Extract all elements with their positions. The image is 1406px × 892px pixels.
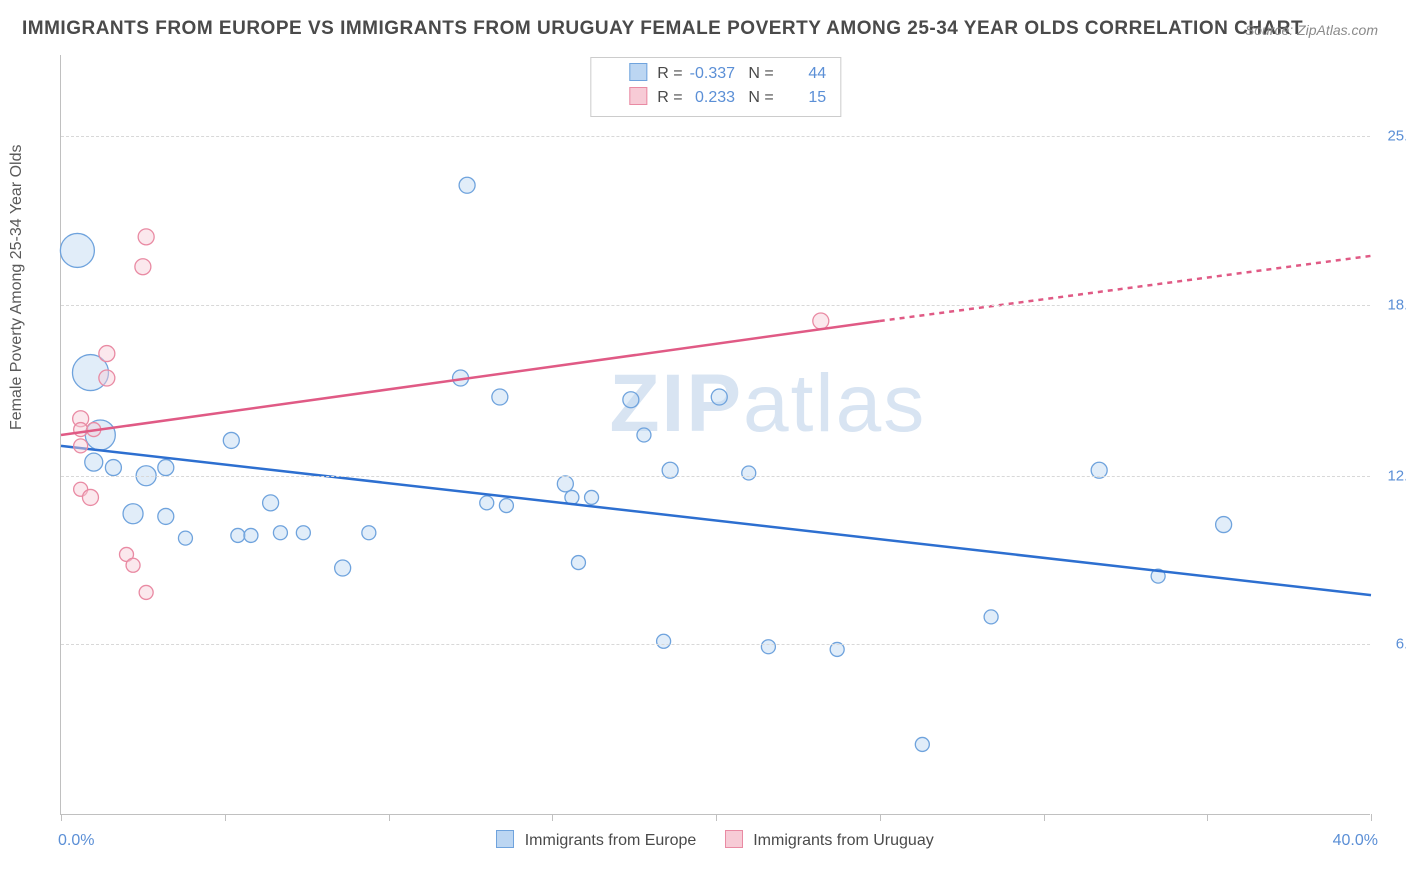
data-point	[335, 560, 351, 576]
data-point	[1216, 517, 1232, 533]
data-point	[135, 259, 151, 275]
data-point	[263, 495, 279, 511]
data-point	[126, 558, 140, 572]
data-point	[296, 526, 310, 540]
data-point	[915, 737, 929, 751]
data-point	[657, 634, 671, 648]
x-tick	[225, 814, 226, 821]
y-tick-label: 25.0%	[1375, 128, 1406, 145]
data-point	[711, 389, 727, 405]
y-tick-label: 6.3%	[1375, 636, 1406, 653]
legend-swatch-uruguay	[629, 87, 647, 105]
x-tick	[552, 814, 553, 821]
x-tick	[389, 814, 390, 821]
bottom-legend: Immigrants from Europe Immigrants from U…	[0, 830, 1406, 850]
x-tick	[61, 814, 62, 821]
data-point	[742, 466, 756, 480]
data-point	[492, 389, 508, 405]
n-value-uruguay: 15	[778, 86, 826, 110]
data-point	[223, 432, 239, 448]
data-point	[585, 490, 599, 504]
data-point	[459, 177, 475, 193]
data-point	[273, 526, 287, 540]
legend-row-europe: R = -0.337 N = 44	[605, 62, 826, 86]
data-point	[571, 556, 585, 570]
n-value-europe: 44	[778, 62, 826, 86]
data-point	[158, 460, 174, 476]
data-point	[123, 504, 143, 524]
data-point	[623, 392, 639, 408]
correlation-legend: R = -0.337 N = 44 R = 0.233 N = 15	[590, 57, 841, 117]
data-point	[557, 476, 573, 492]
x-tick	[1044, 814, 1045, 821]
gridline	[61, 644, 1370, 645]
plot-area: ZIPatlas R = -0.337 N = 44 R = 0.233 N =…	[60, 55, 1370, 815]
x-tick	[716, 814, 717, 821]
gridline	[61, 476, 1370, 477]
data-point	[99, 370, 115, 386]
y-axis-label: Female Poverty Among 25-34 Year Olds	[8, 145, 26, 431]
legend-swatch-europe-bottom	[496, 830, 514, 848]
trend-line	[61, 446, 1371, 595]
data-point	[480, 496, 494, 510]
trend-line	[61, 321, 880, 435]
legend-label-uruguay: Immigrants from Uruguay	[753, 832, 934, 849]
scatter-svg	[61, 55, 1371, 815]
y-tick-label: 12.5%	[1375, 467, 1406, 484]
data-point	[158, 508, 174, 524]
trend-line-extension	[880, 256, 1371, 321]
r-value-europe: -0.337	[687, 62, 735, 86]
legend-swatch-europe	[629, 63, 647, 81]
gridline	[61, 136, 1370, 137]
data-point	[139, 585, 153, 599]
x-tick	[1371, 814, 1372, 821]
data-point	[99, 346, 115, 362]
data-point	[362, 526, 376, 540]
data-point	[637, 428, 651, 442]
data-point	[85, 453, 103, 471]
data-point	[178, 531, 192, 545]
x-tick	[880, 814, 881, 821]
data-point	[499, 499, 513, 513]
data-point	[813, 313, 829, 329]
data-point	[231, 528, 245, 542]
y-tick-label: 18.8%	[1375, 296, 1406, 313]
gridline	[61, 305, 1370, 306]
data-point	[82, 489, 98, 505]
data-point	[74, 439, 88, 453]
data-point	[74, 423, 88, 437]
data-point	[60, 233, 94, 267]
chart-title: IMMIGRANTS FROM EUROPE VS IMMIGRANTS FRO…	[22, 18, 1303, 40]
data-point	[761, 640, 775, 654]
data-point	[244, 528, 258, 542]
source-attribution: Source: ZipAtlas.com	[1245, 22, 1378, 38]
data-point	[984, 610, 998, 624]
data-point	[105, 460, 121, 476]
legend-swatch-uruguay-bottom	[725, 830, 743, 848]
x-tick	[1207, 814, 1208, 821]
r-value-uruguay: 0.233	[687, 86, 735, 110]
legend-label-europe: Immigrants from Europe	[525, 832, 697, 849]
legend-row-uruguay: R = 0.233 N = 15	[605, 86, 826, 110]
data-point	[138, 229, 154, 245]
